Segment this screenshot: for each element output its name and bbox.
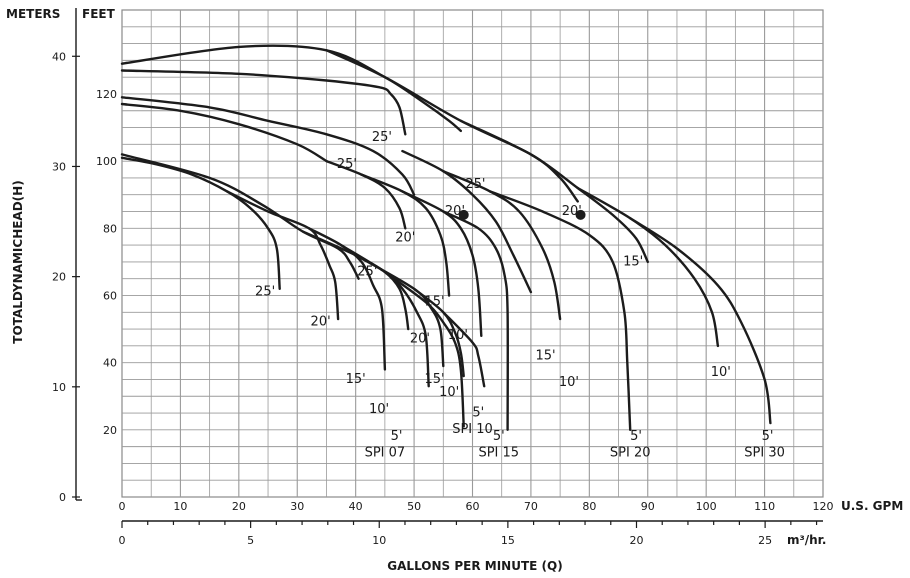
m3hr-tick-label: 5 <box>247 534 254 547</box>
m3hr-tick-label: 0 <box>119 534 126 547</box>
pump-curve <box>401 190 483 337</box>
curve-label: SPI 15 <box>478 446 519 461</box>
feet-axis-header: FEET <box>82 7 116 21</box>
feet-tick-label: 20 <box>103 424 117 437</box>
pump-curve <box>120 69 407 136</box>
meters-tick-label: 20 <box>52 271 66 284</box>
curve-label: 15' <box>346 372 366 387</box>
curve-label: 25' <box>357 264 377 279</box>
pump-curve <box>629 217 772 425</box>
curve-marker-dot <box>575 209 586 220</box>
y-axis-title: TOTALDYNAMICHEAD(H) <box>11 180 25 343</box>
meters-tick-label: 30 <box>52 160 66 173</box>
curve-marker-dot <box>458 209 469 220</box>
pump-curve <box>488 190 632 431</box>
curve-label: SPI 07 <box>365 446 406 461</box>
curve-label: 15' <box>623 254 643 269</box>
pump-curve <box>120 156 281 290</box>
curve-label: 20' <box>395 231 415 246</box>
curve-label: 25' <box>372 130 392 145</box>
gpm-tick-label: 100 <box>696 500 717 513</box>
curve-label: 20' <box>410 332 430 347</box>
pump-curve <box>442 170 562 321</box>
pump-curve <box>120 153 360 280</box>
curve-label: 5' <box>391 429 403 444</box>
curve-label: 10' <box>711 365 731 380</box>
m3hr-tick-label: 10 <box>372 534 386 547</box>
curve-label: 10' <box>439 385 459 400</box>
feet-tick-label: 60 <box>103 289 117 302</box>
curve-label: 10' <box>448 328 468 343</box>
pump-curve <box>354 254 445 368</box>
gpm-tick-label: 70 <box>524 500 538 513</box>
curve-label: 20' <box>311 315 331 330</box>
curve-label: 5' <box>762 429 774 444</box>
gpm-tick-label: 50 <box>407 500 421 513</box>
curve-label: 15' <box>424 295 444 310</box>
axes <box>72 8 823 528</box>
gpm-unit-label: U.S. GPM <box>841 499 903 513</box>
pump-curve <box>225 190 340 321</box>
gpm-tick-label: 60 <box>466 500 480 513</box>
m3hr-tick-label: 15 <box>501 534 515 547</box>
pump-curve <box>442 311 486 388</box>
gpm-tick-label: 110 <box>754 500 775 513</box>
curve-label: 5' <box>472 405 484 420</box>
pump-curve <box>307 227 387 371</box>
pump-curve <box>325 159 407 230</box>
pump-curve <box>442 210 509 431</box>
pump-curve <box>360 173 451 297</box>
x-axis-title: GALLONS PER MINUTE (Q) <box>387 559 562 573</box>
pump-curve <box>576 186 720 348</box>
pump-curve <box>120 44 462 133</box>
curve-label: 25' <box>255 284 275 299</box>
feet-tick-label: 120 <box>96 88 117 101</box>
curve-label: SPI 30 <box>744 446 785 461</box>
pump-curve <box>401 149 533 294</box>
gpm-tick-label: 30 <box>290 500 304 513</box>
meters-tick-label: 0 <box>59 491 66 504</box>
pump-curve <box>412 287 465 378</box>
gpm-tick-label: 120 <box>813 500 834 513</box>
pump-curve <box>120 96 416 196</box>
gpm-tick-label: 80 <box>582 500 596 513</box>
m3hr-unit-label: m³/hr. <box>787 533 826 547</box>
meters-tick-label: 40 <box>52 50 66 63</box>
curve-label: 25' <box>465 177 485 192</box>
pump-curve <box>301 230 410 331</box>
feet-tick-label: 80 <box>103 222 117 235</box>
m3hr-tick-label: 20 <box>629 534 643 547</box>
gpm-tick-label: 0 <box>119 500 126 513</box>
curve-label: 10' <box>559 375 579 390</box>
curve-label: 20' <box>445 204 465 219</box>
m3hr-tick-label: 25 <box>758 534 772 547</box>
curve-label: SPI 20 <box>610 446 651 461</box>
feet-tick-label: 40 <box>103 357 117 370</box>
curve-label: 15' <box>424 372 444 387</box>
grid <box>121 9 824 498</box>
curve-label: 10' <box>369 402 389 417</box>
pump-curve <box>383 270 465 428</box>
pump-curves <box>120 44 772 431</box>
pump-curve <box>120 102 328 163</box>
gpm-tick-label: 20 <box>232 500 246 513</box>
gpm-tick-label: 40 <box>349 500 363 513</box>
curve-label: 25' <box>337 157 357 172</box>
curve-label: SPI 10 <box>452 422 493 437</box>
curve-label: 5' <box>493 429 505 444</box>
meters-axis-header: METERS <box>6 7 60 21</box>
pump-curve <box>459 119 649 264</box>
gpm-tick-label: 90 <box>641 500 655 513</box>
curve-label: 15' <box>535 348 555 363</box>
gpm-tick-label: 10 <box>173 500 187 513</box>
curve-label: 20' <box>562 204 582 219</box>
curve-label: 5' <box>630 429 642 444</box>
feet-tick-label: 100 <box>96 155 117 168</box>
meters-tick-label: 10 <box>52 381 66 394</box>
